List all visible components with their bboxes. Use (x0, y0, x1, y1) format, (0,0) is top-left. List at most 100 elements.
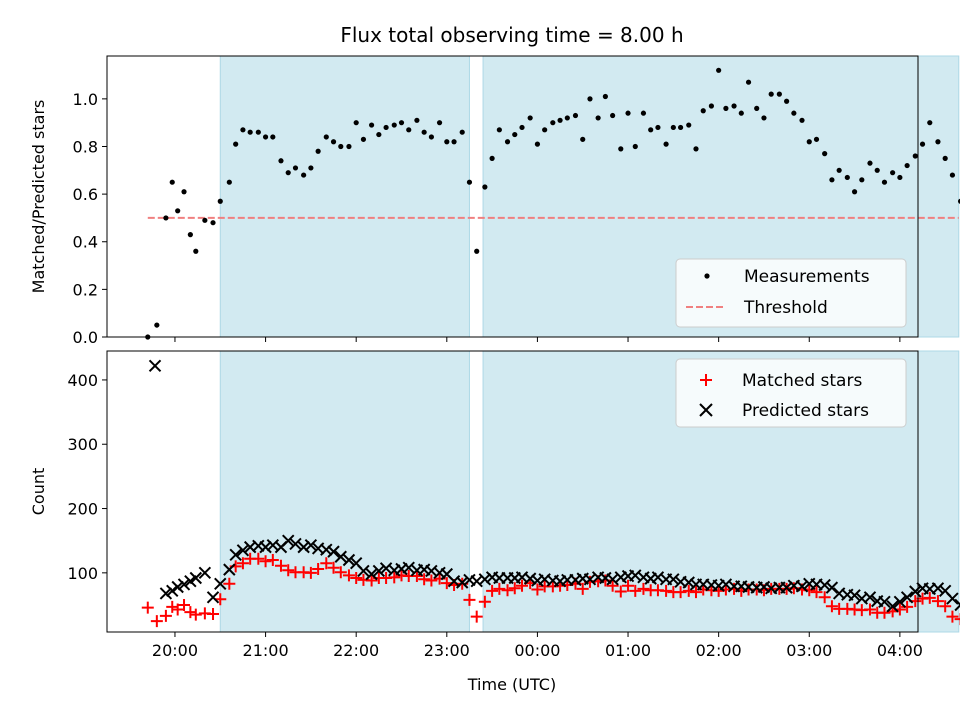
measurement-point (935, 139, 941, 145)
measurement-point (496, 127, 502, 133)
predicted-star-point (931, 582, 945, 595)
measurement-point (163, 215, 169, 221)
measurement-point (527, 115, 533, 121)
measurement-point (436, 120, 443, 126)
y-tick-label: 0.0 (73, 328, 98, 347)
predicted-star-point (667, 573, 680, 586)
bottom-panel: 100 200 300 400 20:00 21:00 22:00 23:00 00:00 01… (29, 350, 960, 694)
measurement-point (595, 115, 601, 121)
measurement-point (187, 232, 193, 238)
matched-star-point (931, 595, 944, 608)
chart-title: Flux total observing time = 8.00 h (340, 23, 683, 47)
matched-star-point (923, 591, 936, 604)
x-tick-label: 01:00 (605, 641, 651, 660)
predicted-star-point (189, 571, 203, 585)
measurement-point (572, 112, 579, 119)
matched-star-point (470, 610, 483, 623)
measurement-point (323, 134, 329, 140)
measurement-point (761, 115, 767, 121)
measurement-point (881, 179, 888, 185)
predicted-star-point (198, 566, 212, 580)
matched-star-point (939, 600, 952, 613)
measurement-point (154, 322, 160, 328)
matched-star-point (493, 582, 506, 595)
predicted-star-point (327, 545, 340, 558)
measurement-point (822, 151, 828, 157)
matched-star-point (320, 557, 333, 570)
matched-star-point (274, 559, 287, 572)
measurement-point (670, 124, 676, 131)
measurement-point (829, 177, 835, 183)
measurement-point (677, 124, 684, 131)
y-tick-label: 200 (67, 500, 98, 519)
matched-star-point (501, 584, 514, 597)
matched-star-point (365, 574, 378, 587)
matched-star-point (576, 582, 589, 595)
measurement-point (368, 122, 375, 128)
top-legend: Measurements Threshold (675, 258, 907, 328)
matched-star-point (637, 582, 650, 595)
x-tick-label: 20:00 (152, 641, 198, 660)
matched-star-point (478, 595, 491, 608)
y-tick-label: 0.6 (73, 185, 98, 204)
predicted-star-point (223, 563, 236, 576)
legend-measurements-label: Measurements (744, 267, 870, 287)
legend-predicted-label: Predicted stars (742, 401, 869, 421)
predicted-star-point (282, 534, 295, 547)
matched-star-point (388, 571, 401, 584)
top-panel-frame (106, 55, 919, 338)
measurement-point (716, 67, 722, 73)
bottom-y-axis-ticks: 100 200 300 400 (67, 371, 107, 583)
bottom-x-axis-ticks: 20:00 21:00 22:00 23:00 00:00 01:00 02:00 03:00… (152, 632, 923, 660)
matched-star-point (810, 586, 823, 599)
matched-star-point (425, 574, 438, 587)
matched-star-point (787, 582, 800, 595)
predicted-star-point (166, 584, 179, 598)
bottom-legend-box (675, 358, 907, 428)
predicted-star-point (297, 540, 310, 554)
matched-star-point (189, 608, 202, 621)
measurement-point (919, 141, 926, 147)
measurement-point (754, 105, 760, 111)
matched-star-point (606, 579, 619, 592)
matched-star-point (418, 573, 431, 586)
matched-star-point (660, 584, 673, 597)
bottom-y-axis-label: Count (29, 468, 48, 516)
matched-star-point (327, 561, 340, 574)
predicted-star-point (229, 548, 242, 562)
measurement-point (181, 189, 187, 195)
measurement-point (414, 117, 420, 123)
bottom-legend: Matched stars Predicted stars (675, 358, 907, 428)
predicted-star-point (795, 580, 809, 593)
measurement-point (791, 110, 797, 116)
measurement-point (957, 198, 960, 204)
measurement-point (466, 179, 473, 185)
matched-star-point (282, 564, 295, 577)
measurement-point (519, 124, 525, 131)
top-y-axis-label: Matched/Predicted stars (29, 100, 48, 294)
x-tick-label: 02:00 (696, 641, 742, 660)
matched-star-point (863, 603, 876, 616)
measurement-point (398, 120, 405, 126)
measurement-point (534, 141, 541, 147)
measurement-point (731, 103, 737, 109)
measurement-point (874, 167, 880, 173)
measurement-point (844, 174, 850, 181)
measurement-point (301, 172, 307, 178)
matched-star-point (252, 552, 265, 565)
predicted-star-point (900, 591, 914, 604)
measurement-point (949, 172, 956, 178)
measurement-point (564, 115, 570, 121)
matched-star-point (184, 606, 197, 619)
predicted-star-point (159, 587, 173, 600)
measurement-point (942, 155, 948, 161)
x-tick-label: 23:00 (424, 641, 470, 660)
measurement-point (640, 110, 647, 116)
predicted-star-point (478, 573, 492, 586)
predicted-star-point (342, 553, 356, 567)
measurement-point (262, 134, 269, 140)
matched-star-point (954, 613, 960, 626)
measurement-point (489, 155, 495, 161)
measurement-point (648, 127, 654, 133)
legend-measurements-marker (704, 273, 710, 279)
